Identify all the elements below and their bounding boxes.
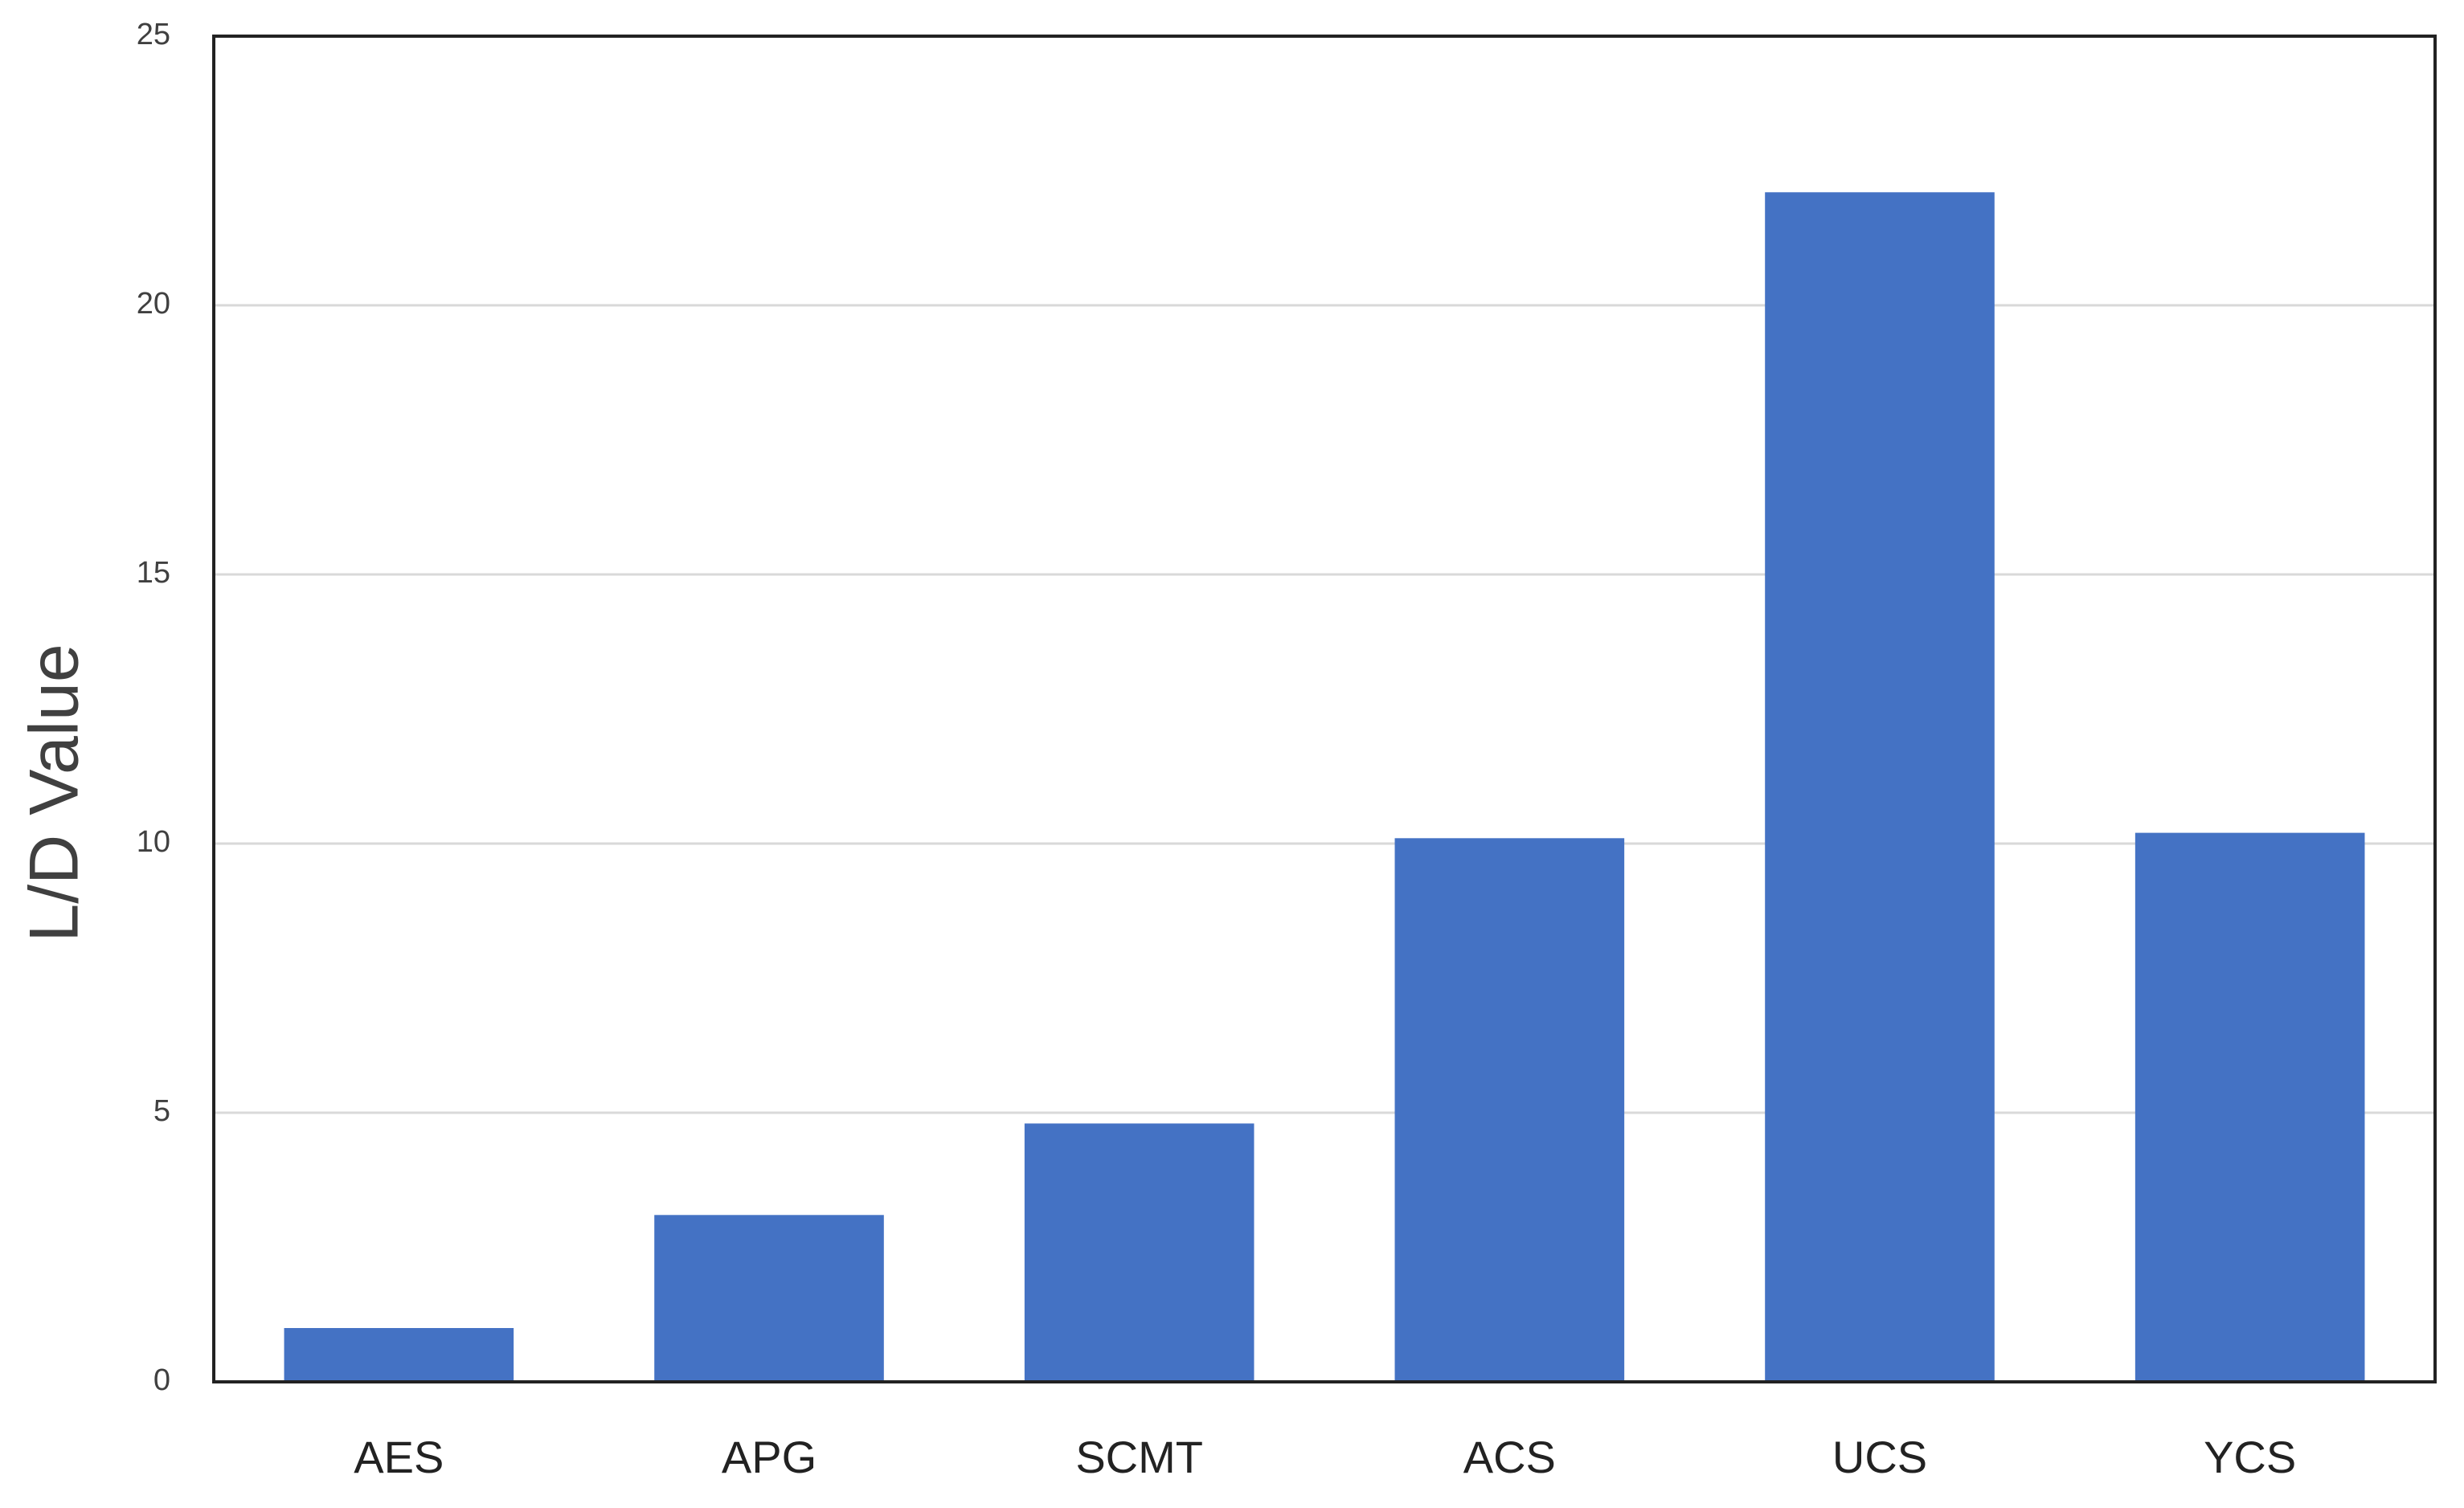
y-tick-label: 25	[137, 18, 170, 51]
y-tick-label: 10	[137, 825, 170, 859]
y-axis-label: L/D Value	[16, 644, 93, 942]
y-tick-label: 15	[137, 556, 170, 590]
x-tick-label: UCS	[1832, 1432, 1927, 1482]
bar	[654, 1215, 884, 1382]
x-tick-label: ACS	[1463, 1432, 1556, 1482]
x-tick-label: APG	[722, 1432, 817, 1482]
y-tick-label: 0	[153, 1363, 170, 1397]
bar	[1765, 192, 1995, 1382]
plot-frame	[212, 35, 2437, 1383]
y-tick-label: 5	[153, 1094, 170, 1128]
x-tick-label: AES	[354, 1432, 444, 1482]
y-tick-label: 20	[137, 287, 170, 321]
x-tick-label: YCS	[2204, 1432, 2296, 1482]
x-tick-label: SCMT	[1075, 1432, 1203, 1482]
bar	[1024, 1123, 1255, 1382]
bar	[2135, 832, 2365, 1382]
bar	[1394, 838, 1625, 1382]
bar	[284, 1328, 514, 1382]
